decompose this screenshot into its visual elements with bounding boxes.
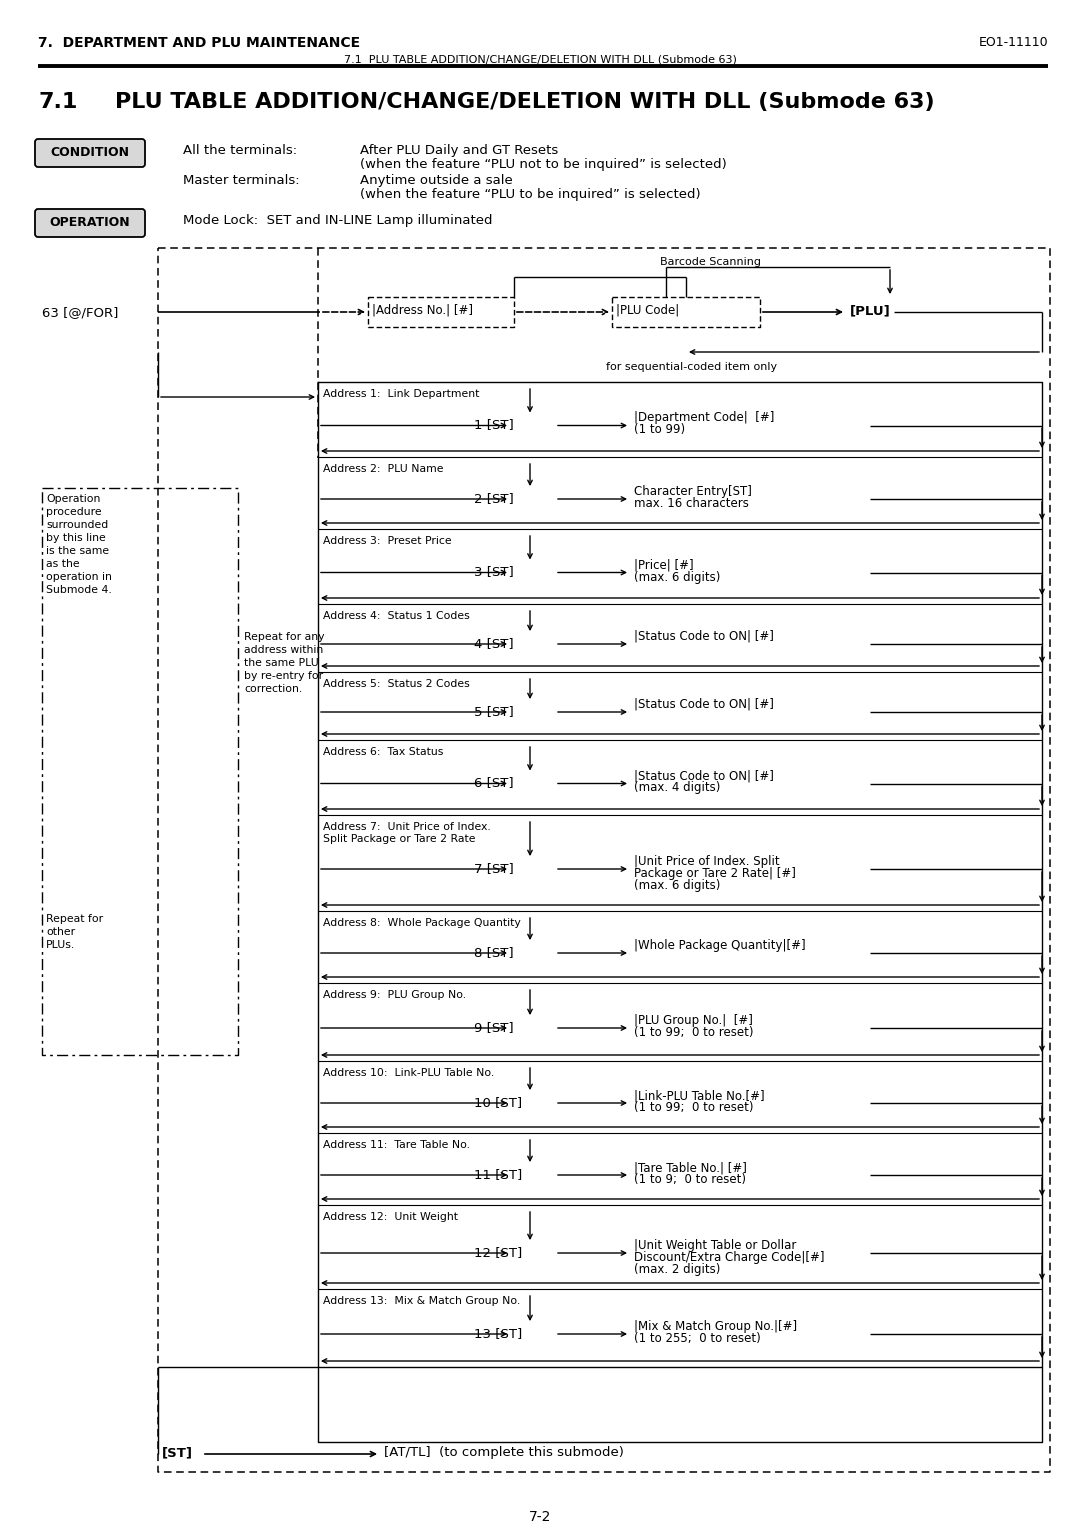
Text: Barcode Scanning: Barcode Scanning: [660, 257, 761, 267]
Text: Split Package or Tare 2 Rate: Split Package or Tare 2 Rate: [323, 834, 475, 843]
Text: Address 3:  Preset Price: Address 3: Preset Price: [323, 536, 451, 545]
Text: (max. 6 digits): (max. 6 digits): [634, 879, 720, 892]
Text: by this line: by this line: [46, 533, 106, 542]
Text: (1 to 99;  0 to reset): (1 to 99; 0 to reset): [634, 1102, 754, 1114]
Text: |Status Code to ON| [#]: |Status Code to ON| [#]: [634, 698, 774, 711]
Text: Operation: Operation: [46, 494, 100, 504]
Text: |Tare Table No.| [#]: |Tare Table No.| [#]: [634, 1161, 747, 1174]
Text: All the terminals:: All the terminals:: [183, 144, 297, 157]
Text: |Address No.| [#]: |Address No.| [#]: [372, 303, 473, 316]
Text: 11 [ST]: 11 [ST]: [474, 1167, 523, 1181]
Text: |Unit Price of Index. Split: |Unit Price of Index. Split: [634, 856, 780, 868]
Text: After PLU Daily and GT Resets: After PLU Daily and GT Resets: [360, 144, 558, 157]
Text: 7.1  PLU TABLE ADDITION/CHANGE/DELETION WITH DLL (Submode 63): 7.1 PLU TABLE ADDITION/CHANGE/DELETION W…: [343, 53, 737, 64]
Text: PLU TABLE ADDITION/CHANGE/DELETION WITH DLL (Submode 63): PLU TABLE ADDITION/CHANGE/DELETION WITH …: [114, 92, 934, 112]
Text: 7 [ST]: 7 [ST]: [474, 862, 514, 876]
Text: Repeat for: Repeat for: [46, 914, 103, 924]
Text: 5 [ST]: 5 [ST]: [474, 704, 514, 718]
Text: operation in: operation in: [46, 571, 112, 582]
Text: surrounded: surrounded: [46, 520, 108, 530]
Text: Address 12:  Unit Weight: Address 12: Unit Weight: [323, 1212, 458, 1222]
Text: Character Entry[ST]: Character Entry[ST]: [634, 484, 752, 498]
Text: |Status Code to ON| [#]: |Status Code to ON| [#]: [634, 630, 774, 643]
Text: CONDITION: CONDITION: [51, 147, 130, 159]
Text: (when the feature “PLU not to be inquired” is selected): (when the feature “PLU not to be inquire…: [360, 157, 727, 171]
Text: 4 [ST]: 4 [ST]: [474, 637, 514, 649]
Text: as the: as the: [46, 559, 80, 568]
Text: [ST]: [ST]: [162, 1445, 193, 1459]
Text: Master terminals:: Master terminals:: [183, 174, 299, 186]
Text: |Price| [#]: |Price| [#]: [634, 559, 693, 571]
Text: Mode Lock:  SET and IN-LINE Lamp illuminated: Mode Lock: SET and IN-LINE Lamp illumina…: [183, 214, 492, 228]
Text: |PLU Group No.|  [#]: |PLU Group No.| [#]: [634, 1015, 753, 1027]
Text: EO1-11110: EO1-11110: [978, 37, 1048, 49]
Text: address within: address within: [244, 645, 323, 656]
Text: OPERATION: OPERATION: [50, 217, 131, 229]
Text: [PLU]: [PLU]: [850, 304, 891, 316]
Text: (when the feature “PLU to be inquired” is selected): (when the feature “PLU to be inquired” i…: [360, 188, 701, 202]
Text: 1 [ST]: 1 [ST]: [474, 419, 514, 431]
Text: |Department Code|  [#]: |Department Code| [#]: [634, 411, 774, 425]
Text: for sequential-coded item only: for sequential-coded item only: [606, 362, 778, 371]
Text: (1 to 9;  0 to reset): (1 to 9; 0 to reset): [634, 1174, 746, 1186]
Text: |Unit Weight Table or Dollar: |Unit Weight Table or Dollar: [634, 1239, 796, 1251]
Text: |Link-PLU Table No.[#]: |Link-PLU Table No.[#]: [634, 1089, 765, 1102]
Text: Address 9:  PLU Group No.: Address 9: PLU Group No.: [323, 990, 467, 999]
Text: (1 to 99): (1 to 99): [634, 423, 685, 437]
Text: correction.: correction.: [244, 685, 302, 694]
Text: procedure: procedure: [46, 507, 102, 516]
Text: 2 [ST]: 2 [ST]: [474, 492, 514, 504]
Text: Address 1:  Link Department: Address 1: Link Department: [323, 390, 480, 399]
Text: |Status Code to ON| [#]: |Status Code to ON| [#]: [634, 770, 774, 782]
Text: Address 2:  PLU Name: Address 2: PLU Name: [323, 465, 444, 474]
Text: |Mix & Match Group No.|[#]: |Mix & Match Group No.|[#]: [634, 1320, 797, 1332]
Text: 3 [ST]: 3 [ST]: [474, 565, 514, 579]
Text: |Whole Package Quantity|[#]: |Whole Package Quantity|[#]: [634, 940, 806, 952]
Text: Submode 4.: Submode 4.: [46, 585, 111, 594]
Text: 63 [@/FOR]: 63 [@/FOR]: [42, 306, 119, 319]
Text: 6 [ST]: 6 [ST]: [474, 776, 514, 790]
Text: Anytime outside a sale: Anytime outside a sale: [360, 174, 513, 186]
Text: 8 [ST]: 8 [ST]: [474, 946, 514, 960]
Text: (max. 2 digits): (max. 2 digits): [634, 1264, 720, 1276]
Text: Address 4:  Status 1 Codes: Address 4: Status 1 Codes: [323, 611, 470, 620]
Text: other: other: [46, 927, 76, 937]
Text: 10 [ST]: 10 [ST]: [474, 1096, 522, 1109]
Text: Address 11:  Tare Table No.: Address 11: Tare Table No.: [323, 1140, 470, 1151]
Text: the same PLU: the same PLU: [244, 659, 319, 668]
Text: Address 10:  Link-PLU Table No.: Address 10: Link-PLU Table No.: [323, 1068, 495, 1077]
Text: (1 to 99;  0 to reset): (1 to 99; 0 to reset): [634, 1025, 754, 1039]
Text: (1 to 255;  0 to reset): (1 to 255; 0 to reset): [634, 1332, 760, 1345]
Text: is the same: is the same: [46, 545, 109, 556]
Text: Address 7:  Unit Price of Index.: Address 7: Unit Price of Index.: [323, 822, 490, 833]
Text: max. 16 characters: max. 16 characters: [634, 497, 748, 510]
Text: PLUs.: PLUs.: [46, 940, 76, 950]
Text: |PLU Code|: |PLU Code|: [616, 303, 679, 316]
Text: (max. 6 digits): (max. 6 digits): [634, 570, 720, 584]
Text: Address 5:  Status 2 Codes: Address 5: Status 2 Codes: [323, 678, 470, 689]
Text: [AT/TL]  (to complete this submode): [AT/TL] (to complete this submode): [384, 1445, 624, 1459]
Text: Package or Tare 2 Rate| [#]: Package or Tare 2 Rate| [#]: [634, 866, 796, 880]
Text: 9 [ST]: 9 [ST]: [474, 1021, 514, 1034]
Text: Address 8:  Whole Package Quantity: Address 8: Whole Package Quantity: [323, 918, 521, 927]
Text: Discount/Extra Charge Code|[#]: Discount/Extra Charge Code|[#]: [634, 1251, 824, 1264]
Text: (max. 4 digits): (max. 4 digits): [634, 781, 720, 795]
Text: by re-entry for: by re-entry for: [244, 671, 323, 681]
Text: 7.  DEPARTMENT AND PLU MAINTENANCE: 7. DEPARTMENT AND PLU MAINTENANCE: [38, 37, 360, 50]
Text: 13 [ST]: 13 [ST]: [474, 1326, 523, 1340]
Text: Address 13:  Mix & Match Group No.: Address 13: Mix & Match Group No.: [323, 1296, 521, 1306]
Text: 12 [ST]: 12 [ST]: [474, 1245, 523, 1259]
Text: Repeat for any: Repeat for any: [244, 633, 324, 642]
Text: 7-2: 7-2: [529, 1510, 551, 1523]
Text: 7.1: 7.1: [38, 92, 78, 112]
Text: Address 6:  Tax Status: Address 6: Tax Status: [323, 747, 444, 756]
FancyBboxPatch shape: [35, 209, 145, 237]
FancyBboxPatch shape: [35, 139, 145, 167]
